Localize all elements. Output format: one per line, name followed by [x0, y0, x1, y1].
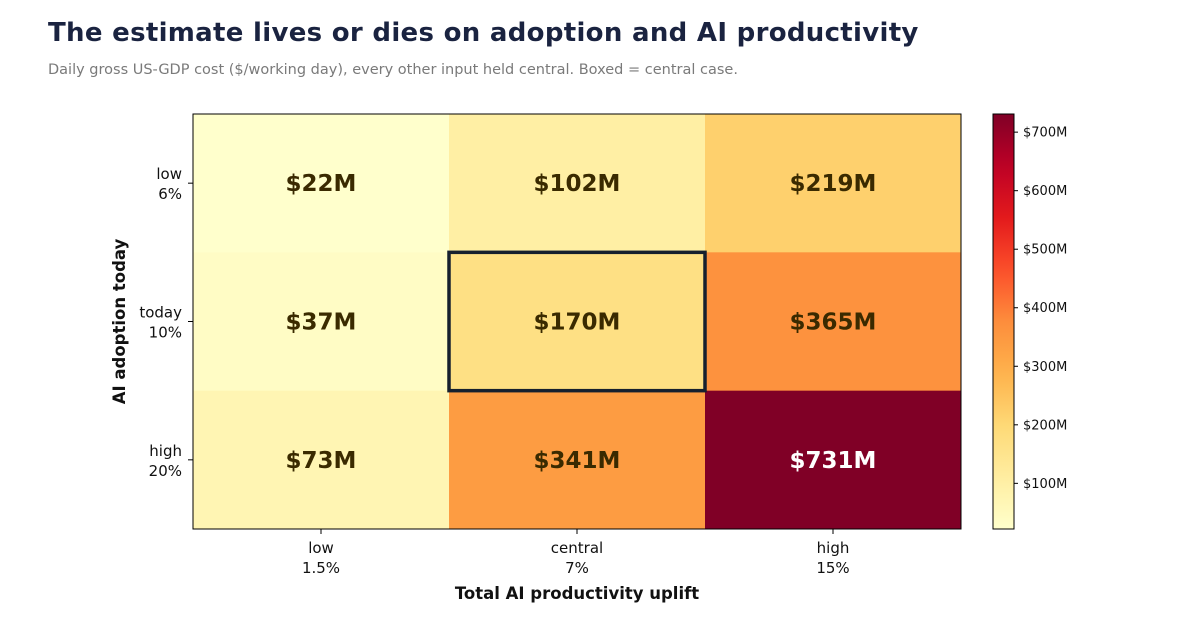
y-tick-label-value: 6%: [158, 185, 182, 203]
x-tick-label-name: low: [308, 539, 334, 557]
cell-value-label: $22M: [286, 171, 357, 197]
cell-value-label: $365M: [790, 310, 877, 336]
colorbar-tick-label: $300M: [1023, 360, 1067, 375]
heatmap-cell-r1-c1: [449, 252, 706, 392]
x-tick-label-value: 1.5%: [302, 559, 340, 577]
y-tick-label-name: low: [156, 165, 182, 183]
x-tick-label-value: 7%: [565, 559, 589, 577]
cell-value-label: $37M: [286, 310, 357, 336]
x-tick-label-name: central: [551, 539, 603, 557]
y-axis-label: AI adoption today: [110, 238, 129, 404]
cell-value-label: $73M: [286, 448, 357, 474]
cell-value-label: $102M: [534, 171, 621, 197]
colorbar-tick-label: $400M: [1023, 301, 1067, 316]
colorbar-tick-label: $100M: [1023, 477, 1067, 492]
x-tick-label-name: high: [817, 539, 850, 557]
y-tick-label-value: 20%: [149, 462, 182, 480]
colorbar-tick-label: $500M: [1023, 243, 1067, 258]
colorbar: [992, 113, 1015, 530]
colorbar-tick-label: $200M: [1023, 418, 1067, 433]
heatmap-cell-r2-c0: [193, 390, 450, 530]
y-tick-label-value: 10%: [149, 324, 182, 342]
heatmap-cell-r2-c2: [705, 390, 962, 530]
y-tick-label-name: today: [139, 304, 182, 322]
colorbar-tick-label: $600M: [1023, 184, 1067, 199]
heatmap-cell-r1-c2: [705, 252, 962, 392]
colorbar-tick-label: $700M: [1023, 126, 1067, 141]
x-axis-label: Total AI productivity uplift: [455, 584, 699, 603]
heatmap-cell-r0-c2: [705, 114, 962, 253]
heatmap-cell-r0-c1: [449, 114, 706, 253]
x-tick-label-value: 15%: [816, 559, 849, 577]
heatmap-cell-r0-c0: [193, 114, 450, 253]
chart-title: The estimate lives or dies on adoption a…: [48, 18, 919, 48]
cell-value-label: $170M: [534, 310, 621, 336]
y-tick-label-name: high: [149, 442, 182, 460]
central-case-box: [447, 250, 707, 393]
cell-value-label: $219M: [790, 171, 877, 197]
chart-subtitle: Daily gross US-GDP cost ($/working day),…: [48, 62, 738, 78]
cell-value-label: $341M: [534, 448, 621, 474]
heatmap-cell-r1-c0: [193, 252, 450, 392]
cell-value-label: $731M: [790, 448, 877, 474]
heatmap-cell-r2-c1: [449, 390, 706, 530]
